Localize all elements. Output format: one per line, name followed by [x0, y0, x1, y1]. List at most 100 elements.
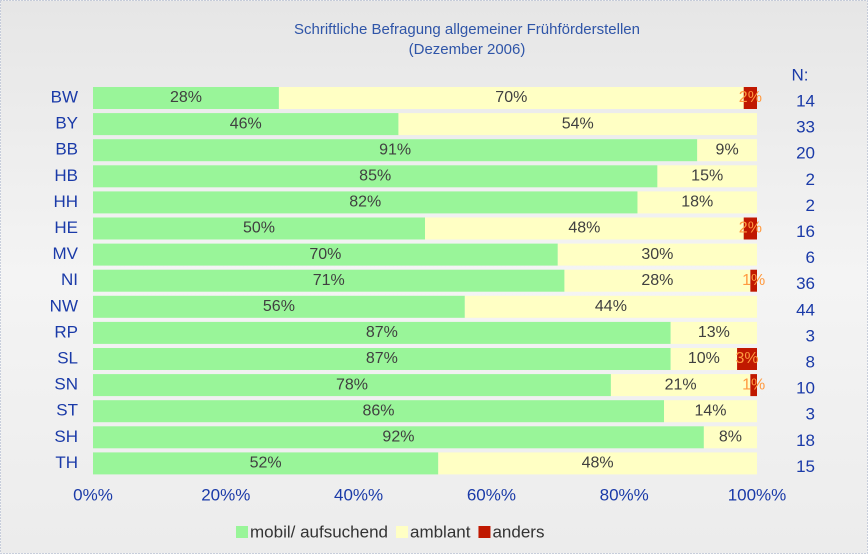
category-label: SN: [54, 375, 78, 394]
data-label: 2%: [739, 220, 762, 237]
data-label: 92%: [382, 429, 414, 446]
n-value: 2: [806, 196, 815, 215]
legend-label: amblant: [410, 522, 471, 541]
n-value: 36: [796, 274, 815, 293]
data-label: 86%: [363, 402, 395, 419]
bar-segment: [93, 139, 698, 162]
legend-label: mobil/ aufsuchend: [250, 522, 388, 541]
n-value: 15: [796, 457, 815, 476]
legend-swatch: [478, 526, 491, 538]
data-label: 18%: [681, 194, 713, 211]
n-value: 20: [796, 144, 815, 163]
bar-segment: [438, 452, 757, 475]
bar-segment: [610, 374, 751, 397]
bar-segment: [93, 374, 611, 397]
data-label: 70%: [495, 89, 527, 106]
data-label: 15%: [691, 168, 723, 185]
n-header: N:: [792, 65, 809, 84]
data-label: 28%: [170, 89, 202, 106]
n-value: 8: [806, 352, 815, 371]
data-label: 85%: [359, 168, 391, 185]
data-label: 56%: [263, 298, 295, 315]
bar-segment: [93, 165, 658, 188]
data-label: 70%: [309, 246, 341, 263]
bar-segment: [564, 269, 751, 292]
data-label: 3%: [735, 350, 758, 367]
category-label: HE: [54, 218, 78, 237]
data-label: 21%: [665, 376, 697, 393]
category-label: MV: [53, 244, 79, 263]
data-label: 1%: [742, 272, 765, 289]
bar-segment: [750, 269, 757, 292]
data-label: 9%: [716, 141, 739, 158]
bar-segment: [425, 217, 744, 240]
legend-swatch: [395, 526, 408, 538]
n-value: 18: [796, 431, 815, 450]
bar-segment: [278, 87, 744, 109]
category-label: HB: [54, 166, 78, 185]
category-label: RP: [54, 322, 78, 341]
bar-segment: [93, 400, 665, 423]
n-value: 33: [796, 118, 815, 137]
bar-segment: [557, 243, 757, 266]
bar-segment: [743, 87, 757, 109]
bar-segment: [93, 426, 704, 449]
legend-label: anders: [492, 522, 544, 541]
category-label: BB: [55, 140, 78, 159]
n-value: 10: [796, 379, 815, 398]
data-label: 50%: [243, 220, 275, 237]
n-value: 14: [796, 91, 815, 110]
data-label: 52%: [250, 455, 282, 472]
bar-segment: [93, 217, 425, 240]
data-label: 46%: [230, 115, 262, 132]
data-label: 14%: [695, 402, 727, 419]
bar-segment: [670, 321, 757, 344]
bar-segment: [93, 321, 671, 344]
category-label: TH: [55, 453, 78, 472]
category-label: HH: [53, 192, 78, 211]
data-label: 71%: [313, 272, 345, 289]
bar-segment: [464, 295, 757, 318]
data-label: 82%: [349, 194, 381, 211]
data-label: 48%: [582, 455, 614, 472]
n-value: 2: [806, 170, 815, 189]
data-label: 91%: [379, 141, 411, 158]
data-label: 10%: [688, 350, 720, 367]
n-value: 3: [806, 326, 815, 345]
chart-subtitle: (Dezember 2006): [409, 41, 526, 58]
bar-segment: [703, 426, 757, 449]
x-tick-label: 40%%: [334, 485, 383, 504]
bar-segment: [657, 165, 757, 188]
category-label: SL: [57, 348, 78, 367]
bar-segment: [93, 269, 565, 292]
bar-segment: [664, 400, 757, 423]
data-label: 87%: [366, 324, 398, 341]
category-label: NI: [61, 270, 78, 289]
x-tick-label: 60%%: [467, 485, 516, 504]
n-value: 16: [796, 222, 815, 241]
bar-segment: [697, 139, 757, 162]
data-label: 2%: [739, 89, 762, 106]
bar-segment: [93, 295, 465, 318]
chart-title: Schriftliche Befragung allgemeiner Frühf…: [294, 21, 640, 38]
category-label: ST: [56, 401, 78, 420]
bar-segment: [93, 452, 439, 475]
data-label: 87%: [366, 350, 398, 367]
bar-segment: [737, 348, 757, 370]
bar-segment: [93, 87, 279, 109]
data-label: 54%: [562, 115, 594, 132]
category-label: BY: [55, 114, 78, 133]
n-value: 44: [796, 300, 815, 319]
category-label: NW: [50, 296, 78, 315]
n-value: 6: [806, 248, 815, 267]
data-label: 8%: [719, 429, 742, 446]
bar-segment: [743, 217, 757, 240]
bar-segment: [93, 191, 638, 214]
legend-swatch: [236, 526, 248, 538]
x-tick-label: 80%%: [600, 485, 649, 504]
x-tick-label: 20%%: [201, 485, 250, 504]
data-label: 28%: [641, 272, 673, 289]
data-label: 30%: [641, 246, 673, 263]
bar-segment: [750, 374, 757, 397]
